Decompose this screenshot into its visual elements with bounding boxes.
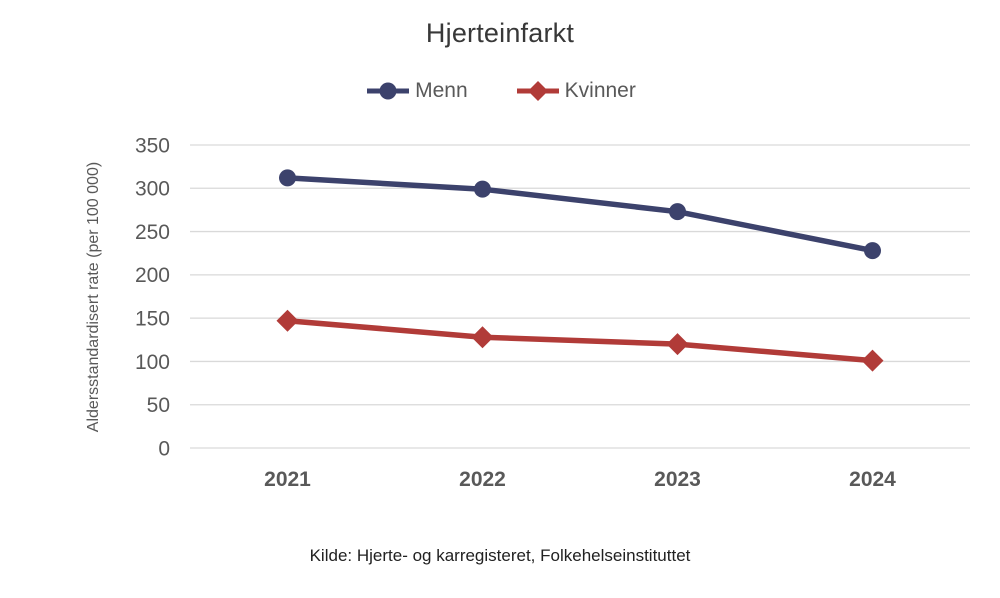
legend-item-menn: Menn (364, 79, 468, 103)
y-tick-label-300: 300 (135, 178, 170, 201)
y-tick-label-0: 0 (158, 437, 170, 460)
y-tick-label-150: 150 (135, 307, 170, 330)
data-point-kvinner-2023 (666, 333, 689, 356)
x-label-2021: 2021 (264, 468, 311, 491)
data-point-kvinner-2022 (471, 326, 494, 349)
kvinner-series-marker-icon (516, 81, 559, 101)
legend-label-menn: Menn (415, 79, 468, 102)
y-tick-label-100: 100 (135, 351, 170, 374)
y-tick-label-250: 250 (135, 221, 170, 244)
data-point-menn-2023 (669, 203, 686, 221)
data-point-kvinner-2021 (276, 309, 299, 332)
source-note: Kilde: Hjerte- og karregisteret, Folkehe… (309, 546, 691, 565)
x-label-2024: 2024 (849, 468, 896, 491)
data-point-menn-2024 (864, 242, 881, 260)
data-point-menn-2021 (279, 169, 296, 187)
series-line-menn (284, 175, 876, 254)
legend-item-kvinner: Kvinner (514, 79, 636, 103)
y-tick-label-200: 200 (135, 264, 170, 287)
data-point-kvinner-2024 (861, 349, 884, 372)
chart-title: Hjerteinfarkt (425, 18, 575, 48)
x-label-2022: 2022 (459, 468, 506, 491)
menn-series-marker-icon (367, 82, 410, 100)
y-tick-label-350: 350 (135, 134, 170, 157)
data-point-menn-2022 (474, 180, 491, 198)
x-label-2023: 2023 (654, 468, 701, 491)
legend: Menn Kvinner (0, 79, 1000, 103)
y-tick-label-50: 50 (147, 394, 170, 417)
legend-label-kvinner: Kvinner (564, 79, 636, 102)
series-line-kvinner (284, 317, 876, 364)
